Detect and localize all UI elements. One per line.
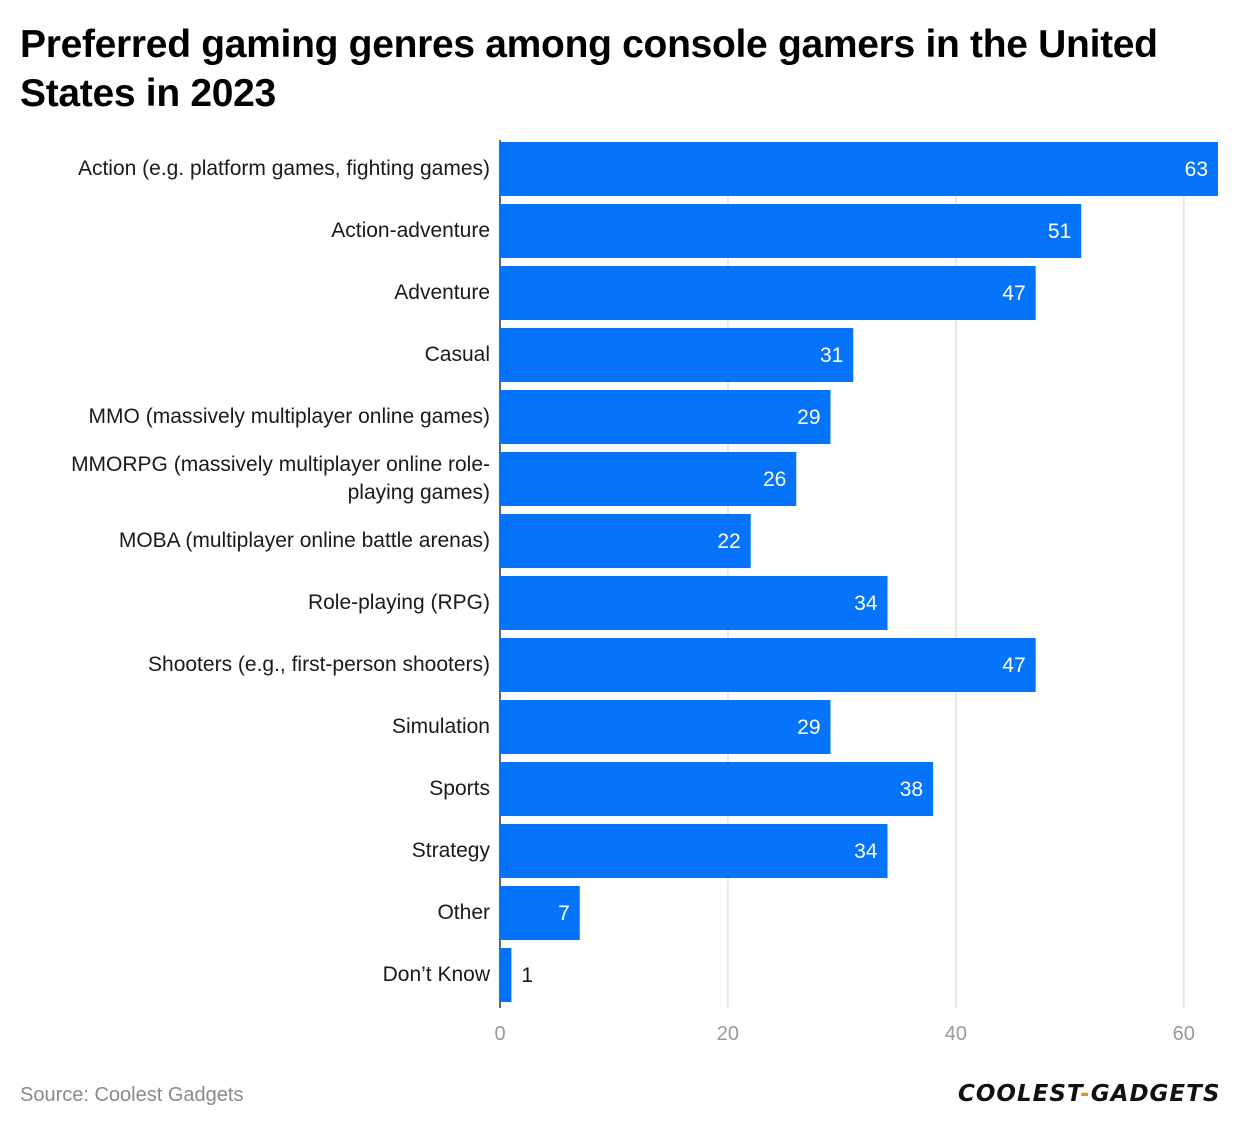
- x-axis-ticks: 0 20 40 60: [494, 1023, 1194, 1045]
- bar-value-label: 26: [763, 468, 786, 491]
- brand-logo: COOLEST-GADGETS: [958, 1081, 1220, 1107]
- bar-value-label: 47: [1002, 654, 1025, 677]
- category-label: Casual: [424, 343, 490, 366]
- bar-value-label: 22: [717, 530, 740, 553]
- bar: [500, 576, 888, 630]
- bar-value-label: 34: [854, 592, 878, 615]
- logo-left-text: COOLEST: [958, 1081, 1081, 1107]
- category-label: Other: [437, 901, 490, 924]
- bar: [500, 762, 934, 816]
- logo-right-text: GADGETS: [1090, 1081, 1221, 1107]
- category-label: Simulation: [391, 715, 490, 738]
- bar: [500, 452, 797, 506]
- bar-value-label: 51: [1048, 220, 1071, 243]
- x-tick-label: 0: [494, 1023, 505, 1045]
- category-label: Shooters (e.g., first-person shooters): [148, 653, 490, 676]
- logo-dash: -: [1080, 1081, 1091, 1107]
- bar: [500, 514, 751, 568]
- category-label: Action-adventure: [331, 219, 490, 242]
- bar-value-label: 7: [558, 902, 570, 925]
- source-note: Source: Coolest Gadgets: [20, 1084, 244, 1106]
- category-label: Role-playing (RPG): [307, 591, 490, 614]
- category-label: Strategy: [411, 839, 490, 862]
- bar: [500, 824, 888, 878]
- bar: [500, 328, 854, 382]
- category-label: MOBA (multiplayer online battle arenas): [118, 529, 490, 552]
- bar-value-label: 63: [1185, 158, 1208, 181]
- bar-value-label: 31: [820, 344, 843, 367]
- bar-value-label: 29: [797, 716, 820, 739]
- bar: [500, 204, 1082, 258]
- bars: 63 51 47 31 29 26 22 34 47 29 38 34 7 1: [500, 142, 1218, 1002]
- category-label: Action (e.g. platform games, fighting ga…: [77, 157, 490, 180]
- bar-value-label: 47: [1002, 282, 1025, 305]
- bar-value-label: 34: [854, 840, 878, 863]
- bar: [500, 638, 1036, 692]
- bar-value-label: 29: [797, 406, 820, 429]
- x-tick-label: 20: [717, 1023, 739, 1045]
- bar: [500, 948, 512, 1002]
- bar: [500, 700, 831, 754]
- category-label: Don’t Know: [382, 963, 490, 986]
- chart-title: Preferred gaming genres among console ga…: [20, 23, 1158, 115]
- x-tick-label: 40: [945, 1023, 967, 1045]
- bar-value-label: 38: [900, 778, 923, 801]
- bar: [500, 886, 580, 940]
- category-label: Adventure: [394, 281, 490, 304]
- bar: [500, 142, 1218, 196]
- category-label: MMORPG (massively multiplayer online rol…: [71, 453, 490, 504]
- x-tick-label: 60: [1173, 1023, 1195, 1045]
- bar: [500, 266, 1036, 320]
- category-label: MMO (massively multiplayer online games): [88, 405, 490, 428]
- bar-value-label: 1: [521, 964, 533, 987]
- bar: [500, 390, 831, 444]
- category-label: Sports: [429, 777, 490, 800]
